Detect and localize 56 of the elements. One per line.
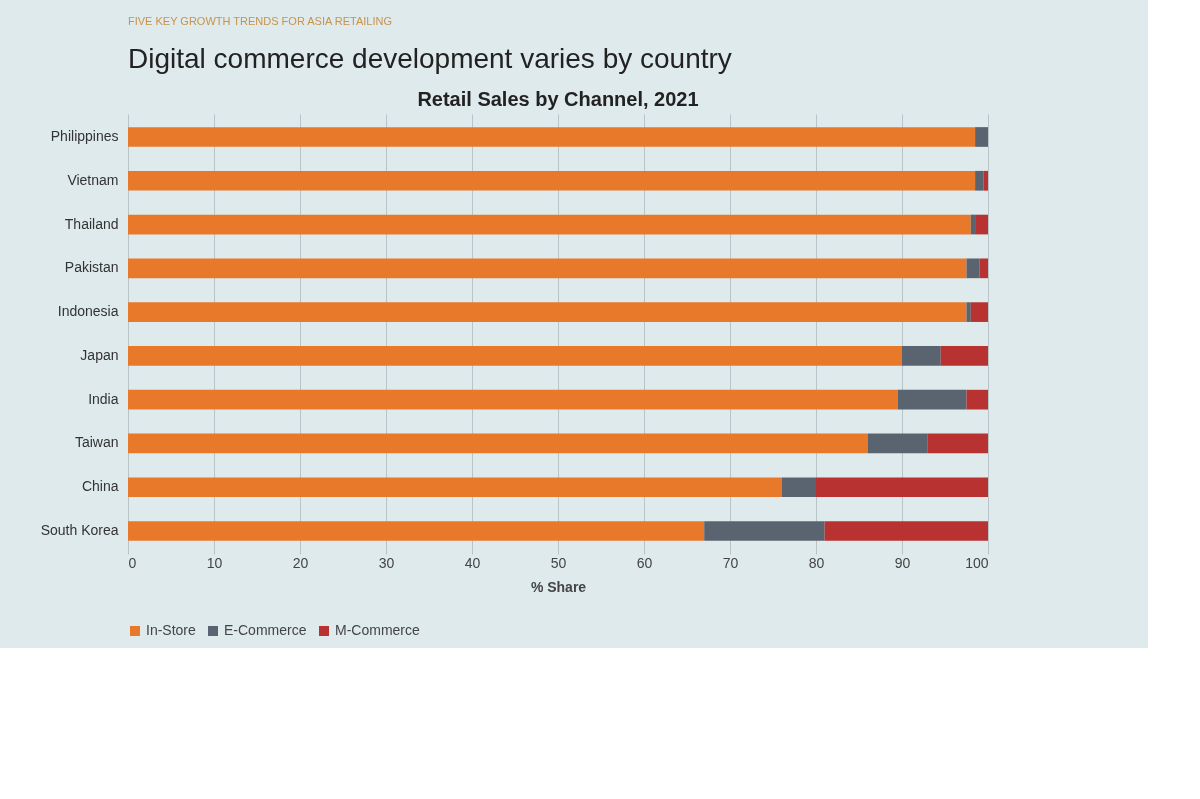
bar (979, 258, 988, 279)
x-tick-label: 100 (965, 554, 989, 571)
y-tick-label: Thailand (64, 215, 119, 232)
bar (128, 477, 782, 498)
y-tick-label: Pakistan (64, 259, 119, 276)
bar (897, 389, 967, 410)
text: Digital commerce development varies by country (128, 43, 732, 74)
y-tick-label: Vietnam (67, 171, 119, 188)
x-tick-label: 50 (550, 554, 567, 571)
bar (970, 302, 988, 322)
bar (975, 214, 988, 235)
bar (824, 521, 988, 541)
legend-label: In-Store (146, 622, 197, 638)
bar (781, 477, 816, 498)
bar (966, 302, 971, 322)
bar (128, 433, 868, 454)
bar (975, 127, 988, 147)
x-tick-label: 30 (378, 554, 395, 571)
bar (902, 346, 941, 366)
y-tick-label: Taiwan (74, 434, 119, 451)
bar (128, 302, 967, 322)
bar (128, 170, 976, 191)
y-tick-label: Indonesia (57, 303, 119, 320)
bar (128, 346, 902, 366)
x-tick-label: 10 (206, 554, 223, 571)
bar (128, 521, 705, 541)
bar (128, 258, 967, 279)
bar (966, 258, 980, 279)
x-tick-label: 0 (128, 554, 137, 571)
bar (983, 170, 988, 191)
bar (128, 127, 976, 147)
x-tick-label: 60 (636, 554, 653, 571)
y-tick-label: Philippines (50, 127, 119, 144)
y-tick-label: South Korea (40, 522, 119, 539)
legend-label: M-Commerce (335, 622, 420, 638)
bar (975, 170, 984, 191)
x-axis-title: % Share (530, 578, 587, 595)
x-tick-label: 80 (808, 554, 825, 571)
y-tick-label: Japan (80, 346, 119, 363)
x-tick-label: 70 (722, 554, 739, 571)
x-tick-label: 20 (292, 554, 309, 571)
bar (128, 389, 898, 410)
legend-label: E-Commerce (224, 622, 307, 638)
bar (128, 214, 971, 235)
bar (966, 389, 988, 410)
bar (704, 521, 825, 541)
y-tick-label: India (88, 390, 119, 407)
bar (816, 477, 988, 498)
chart-title: Retail Sales by Channel, 2021 (417, 88, 699, 110)
bar (867, 433, 928, 454)
text: FIVE KEY GROWTH TRENDS FOR ASIA RETAILING (128, 15, 393, 27)
x-tick-label: 40 (464, 554, 481, 571)
bar (927, 433, 988, 454)
y-tick-label: China (81, 478, 119, 495)
bar (940, 346, 988, 366)
x-tick-label: 90 (894, 554, 911, 571)
